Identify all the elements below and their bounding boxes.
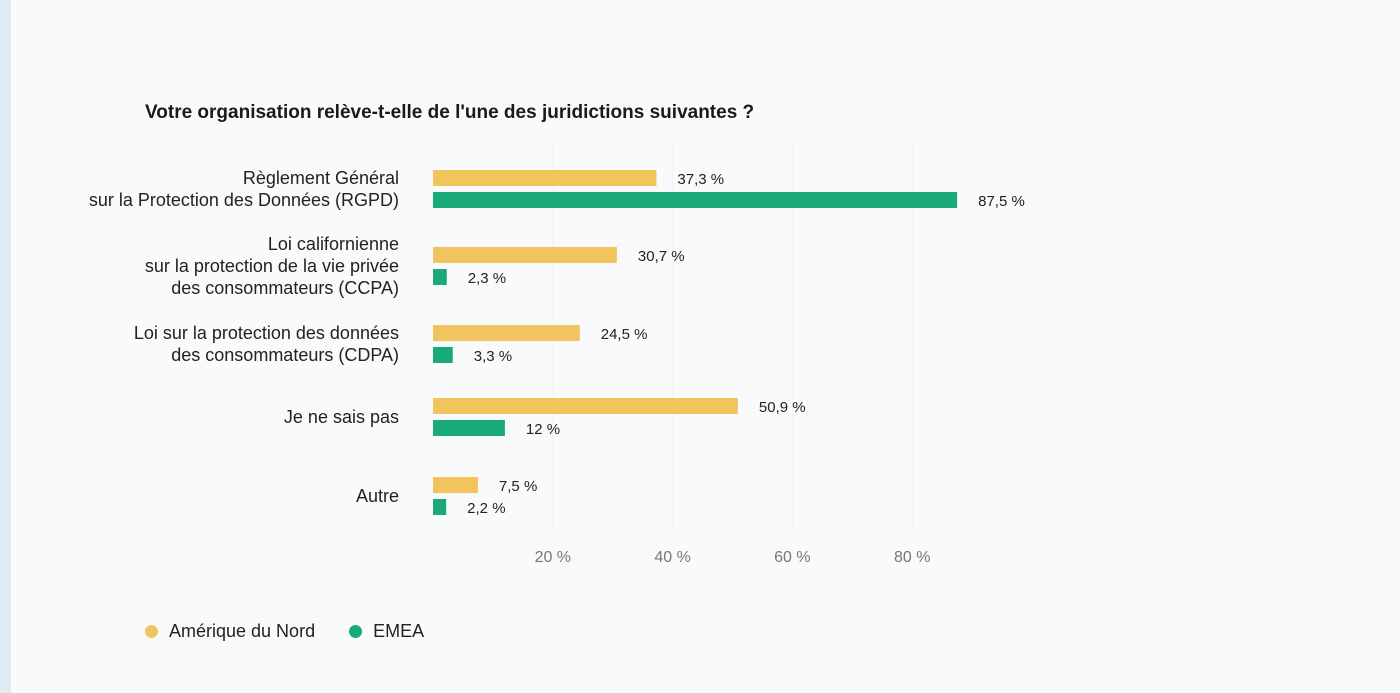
x-tick-label: 20 % <box>535 549 571 566</box>
legend-swatch-north-america <box>145 625 158 638</box>
x-tick-label: 60 % <box>774 549 810 566</box>
bar-north-america <box>433 170 657 186</box>
data-label: 2,2 % <box>467 500 505 517</box>
data-label: 50,9 % <box>759 399 806 416</box>
category-label: Je ne sais pas <box>284 407 399 427</box>
legend-swatch-emea <box>349 625 363 638</box>
data-label: 24,5 % <box>601 326 648 343</box>
legend-label-emea: EMEA <box>373 621 425 641</box>
bar-emea <box>433 420 505 436</box>
bar-emea <box>433 347 453 363</box>
data-label: 30,7 % <box>638 248 685 265</box>
legend-item-emea[interactable]: EMEA <box>349 621 424 642</box>
bar-north-america <box>433 398 738 414</box>
bar-emea <box>433 269 447 285</box>
x-tick-label: 80 % <box>894 549 930 566</box>
bar-north-america <box>433 477 478 493</box>
data-label: 12 % <box>526 421 560 438</box>
bar-emea <box>433 192 958 208</box>
legend-label-north-america: Amérique du Nord <box>169 621 316 641</box>
bar-emea <box>433 499 447 515</box>
category-label: Règlement Général sur la Protection des D… <box>89 168 399 210</box>
data-label: 87,5 % <box>978 193 1025 210</box>
bar-north-america <box>433 325 580 341</box>
category-label: Loi californienne sur la protection de la… <box>145 234 399 298</box>
x-tick-label: 40 % <box>654 549 690 566</box>
data-label: 3,3 % <box>474 348 512 365</box>
legend-item-north-america[interactable]: Amérique du Nord <box>145 621 315 642</box>
data-label: 37,3 % <box>677 171 724 188</box>
data-label: 7,5 % <box>499 478 537 495</box>
category-label: Autre <box>356 486 399 506</box>
legend: Amérique du Nord EMEA <box>145 621 458 642</box>
chart-title: Votre organisation relève-t-elle de l'un… <box>145 102 755 123</box>
data-label: 2,3 % <box>468 270 506 287</box>
bar-north-america <box>433 247 617 263</box>
category-label: Loi sur la protection des données des con… <box>134 323 399 365</box>
left-rail <box>0 0 11 693</box>
